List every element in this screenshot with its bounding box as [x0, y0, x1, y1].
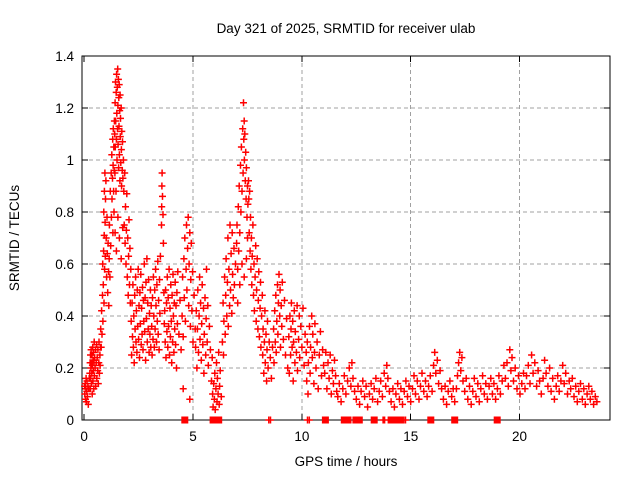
y-tick-label: 1 — [66, 153, 74, 168]
zero-cluster-square-marker — [493, 416, 501, 424]
zero-value-markers — [181, 416, 501, 424]
zero-cluster-square-marker — [181, 416, 189, 424]
axis-tick-labels: 0 5 10 15 20 0 0.2 0.4 0.6 0.8 1 1.2 1.4 — [55, 49, 527, 444]
zero-cluster-square-marker — [451, 416, 459, 424]
x-tick-label: 10 — [294, 429, 309, 444]
zero-cluster-square-marker — [370, 416, 378, 424]
x-tick-label: 0 — [80, 429, 88, 444]
axis-ticks — [82, 55, 610, 421]
x-tick-label: 5 — [189, 429, 197, 444]
y-axis-label: SRMTID / TECUs — [7, 185, 22, 292]
x-tick-label: 15 — [403, 429, 418, 444]
data-point-plus-markers — [81, 65, 601, 414]
x-tick-label: 20 — [512, 429, 527, 444]
y-tick-label: 0.4 — [55, 309, 74, 324]
zero-cluster-square-marker — [340, 416, 348, 424]
y-tick-label: 0.2 — [55, 361, 74, 376]
scatter-points — [81, 65, 601, 414]
y-tick-label: 0.6 — [55, 257, 74, 272]
zero-thin-plus-markers — [265, 416, 409, 424]
zero-cluster-square-marker — [427, 416, 435, 424]
zero-cluster-square-marker — [344, 416, 352, 424]
zero-cluster-square-marker — [215, 416, 223, 424]
zero-cluster-square-marker — [321, 416, 329, 424]
zero-cluster-square-marker — [396, 416, 404, 424]
zero-cluster-square-marker — [355, 416, 363, 424]
y-tick-label: 0.8 — [55, 205, 74, 220]
y-tick-label: 0 — [66, 413, 74, 428]
x-axis-label: GPS time / hours — [295, 454, 398, 469]
chart-title: Day 321 of 2025, SRMTID for receiver ula… — [217, 21, 476, 36]
y-tick-label: 1.2 — [55, 101, 74, 116]
y-tick-label: 1.4 — [55, 49, 74, 64]
